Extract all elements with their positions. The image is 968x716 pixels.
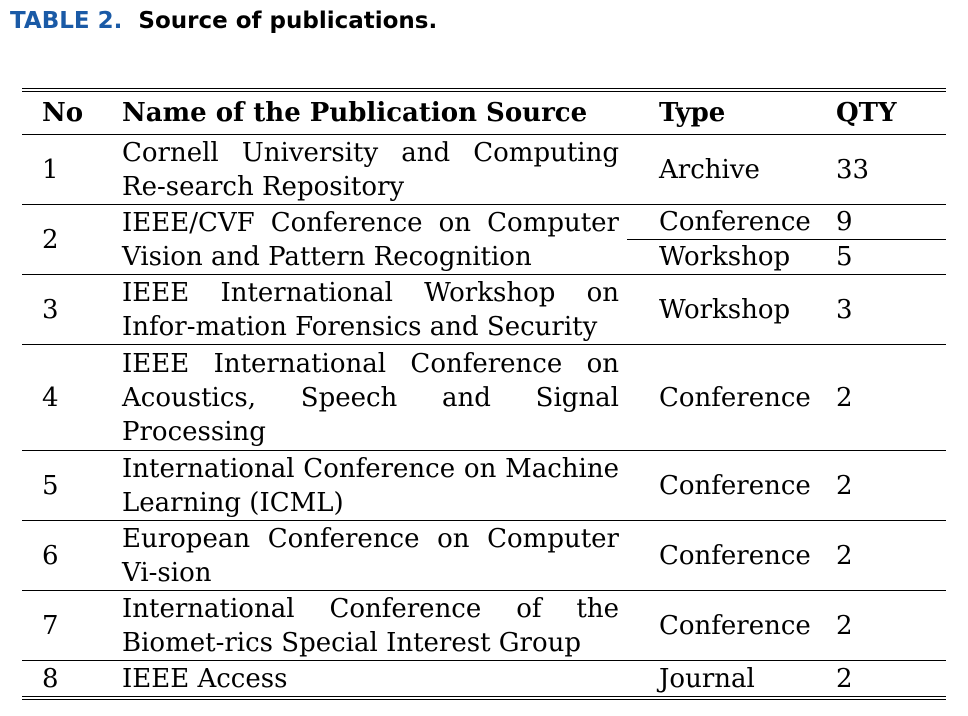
row-qty: 2 [836,540,853,571]
row-qty: 3 [836,294,853,325]
header-no: No [42,98,84,128]
row-no: 1 [42,154,59,185]
row-no: 4 [42,382,59,413]
table-caption: TABLE 2. Source of publications. [10,2,437,40]
header-type: Type [659,98,726,128]
row-type-secondary: Workshop [659,242,791,272]
row-name: European Conference on Computer Vi-sion [122,523,619,588]
row-no: 3 [42,294,59,325]
row-type: Archive [659,154,760,185]
row-type: Journal [659,663,755,694]
row-qty-secondary: 5 [836,242,853,272]
row-name: International Conference of the Biomet-r… [122,593,619,658]
row-no: 2 [42,224,59,255]
row-qty: 2 [836,663,853,694]
table-row: 8 IEEE Access Journal 2 [22,661,946,697]
header-name: Name of the Publication Source [122,98,588,128]
row-name: Cornell University and Computing Re-sear… [122,137,619,202]
row-qty: 2 [836,470,853,501]
table-header-row: No Name of the Publication Source Type Q… [22,90,946,135]
row-qty: 9 [836,204,946,240]
table-row: 2 IEEE/CVF Conference on Computer Vision… [22,204,946,272]
row-qty: 2 [836,382,853,413]
table-row: 4 IEEE International Conference on Acous… [22,345,946,451]
table-row: 7 International Conference of the Biomet… [22,591,946,661]
row-name: International Conference on Machine Lear… [122,453,619,518]
row-name: IEEE International Conference on Acousti… [122,348,619,447]
row-type: Conference [659,610,811,641]
row-name: IEEE/CVF Conference on Computer Vision a… [122,207,619,272]
table-row: 1 Cornell University and Computing Re-se… [22,135,946,205]
row-name: IEEE International Workshop on Infor-mat… [122,277,619,342]
row-qty: 2 [836,610,853,641]
row-type: Conference [627,204,836,240]
table-row: 3 IEEE International Workshop on Infor-m… [22,275,946,345]
row-no: 5 [42,470,59,501]
row-no: 6 [42,540,59,571]
header-qty: QTY [836,98,897,128]
caption-label: TABLE 2. [10,8,123,34]
row-type: Conference [659,382,811,413]
row-qty: 33 [836,154,870,185]
row-type: Conference [659,470,811,501]
row-name: IEEE Access [122,663,288,694]
table-bottom-rule [22,696,946,700]
table-row: 6 European Conference on Computer Vi-sio… [22,521,946,591]
row-no: 7 [42,610,59,641]
row-type: Conference [659,540,811,571]
caption-title: Source of publications. [138,8,438,34]
row-type: Workshop [659,294,791,325]
row-no: 8 [42,663,59,694]
table-row: 5 International Conference on Machine Le… [22,451,946,521]
publication-sources-table: No Name of the Publication Source Type Q… [22,88,946,697]
